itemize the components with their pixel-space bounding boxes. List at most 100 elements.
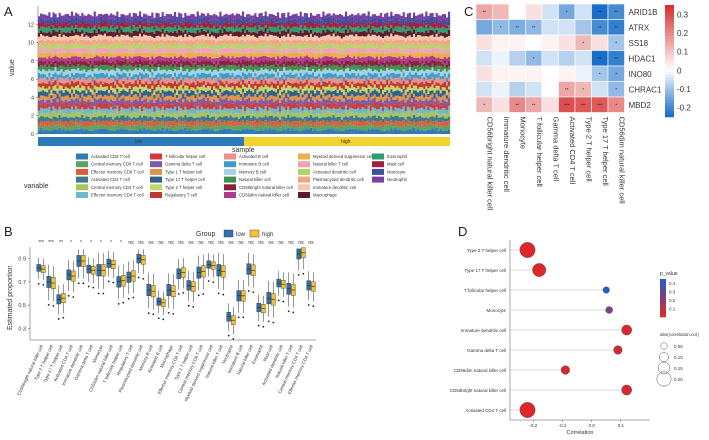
- a-bar-segment: [89, 45, 92, 50]
- a-bar-segment: [254, 113, 257, 118]
- a-bar-segment: [157, 121, 160, 125]
- a-bar-segment: [279, 66, 282, 72]
- a-bar-segment: [241, 28, 245, 35]
- a-bar-segment: [336, 105, 339, 110]
- a-bar-segment: [342, 94, 346, 99]
- a-bar-segment: [108, 40, 111, 46]
- a-bar-segment: [394, 34, 397, 41]
- a-bar-segment: [169, 77, 173, 83]
- a-bar-segment: [200, 29, 203, 35]
- a-bar-segment: [161, 109, 164, 115]
- a-bar-segment: [190, 95, 193, 100]
- a-bar-segment: [217, 98, 220, 102]
- a-bar-segment: [237, 77, 241, 82]
- a-bar-segment: [176, 89, 179, 95]
- a-bar-segment: [367, 120, 370, 124]
- a-bar-segment: [305, 46, 309, 53]
- a-bar-segment: [194, 71, 197, 78]
- a-bar-segment: [398, 101, 401, 105]
- a-bar-segment: [256, 113, 259, 119]
- a-bar-segment: [101, 65, 105, 70]
- a-bar-segment: [89, 88, 92, 93]
- a-bar-segment: [365, 70, 368, 76]
- a-bar-segment: [217, 16, 220, 21]
- a-bar-segment: [151, 99, 154, 103]
- a-bar-segment: [79, 84, 82, 89]
- a-bar-segment: [402, 120, 405, 126]
- a-bar-segment: [87, 82, 90, 87]
- a-bar-segment: [377, 27, 381, 33]
- a-bar-segment: [330, 124, 333, 130]
- a-bar-segment: [110, 18, 113, 22]
- a-bar-segment: [307, 48, 311, 54]
- a-bar-segment: [50, 122, 53, 128]
- a-bar-segment: [328, 16, 331, 22]
- a-bar-segment: [340, 101, 344, 107]
- a-bar-segment: [126, 21, 129, 28]
- a-bar-segment: [50, 95, 53, 99]
- a-bar-segment: [124, 117, 127, 122]
- a-bar-segment: [260, 30, 263, 36]
- a-bar-segment: [200, 78, 203, 83]
- a-bar-segment: [388, 113, 391, 118]
- a-bar-segment: [279, 98, 282, 103]
- a-bar-segment: [283, 84, 286, 91]
- a-bar-segment: [320, 20, 323, 26]
- a-bar-segment: [103, 108, 107, 112]
- a-bar-segment: [136, 84, 140, 88]
- a-bar-segment: [52, 106, 55, 112]
- a-bar-segment: [171, 96, 175, 101]
- a-bar-segment: [60, 20, 63, 24]
- a-bar-segment: [371, 87, 374, 91]
- a-bar-segment: [342, 24, 346, 29]
- a-bar-segment: [163, 100, 166, 105]
- a-bar-segment: [126, 126, 129, 130]
- a-bar-segment: [60, 117, 63, 122]
- a-bar-segment: [66, 69, 70, 75]
- a-bar-segment: [83, 127, 86, 131]
- a-bar-segment: [186, 33, 189, 37]
- a-bar-segment: [246, 60, 249, 67]
- a-bar-segment: [169, 32, 173, 37]
- a-bar-segment: [184, 65, 187, 71]
- a-bar-segment: [184, 85, 187, 91]
- a-bar-segment: [365, 67, 368, 71]
- a-bar-segment: [351, 115, 354, 122]
- a-bar-segment: [351, 102, 354, 109]
- a-bar-segment: [359, 117, 362, 123]
- a-bar-segment: [332, 86, 335, 91]
- a-bar-segment: [99, 40, 103, 45]
- a-bar-segment: [400, 27, 403, 33]
- a-bar-segment: [266, 56, 269, 62]
- a-bar-segment: [233, 62, 236, 66]
- a-bar-segment: [211, 96, 214, 102]
- a-bar-segment: [219, 25, 222, 30]
- a-bar-segment: [165, 39, 168, 44]
- a-bar-segment: [120, 103, 123, 107]
- a-bar-segment: [328, 111, 331, 117]
- a-bar-segment: [248, 31, 251, 35]
- a-bar-segment: [318, 90, 321, 95]
- a-bar-segment: [73, 44, 76, 49]
- a-bar-segment: [248, 72, 251, 78]
- a-bar-segment: [167, 18, 170, 22]
- a-bar-segment: [169, 43, 173, 48]
- a-bar-segment: [324, 32, 327, 36]
- a-bar-segment: [276, 125, 280, 131]
- a-bar-segment: [108, 109, 111, 114]
- a-bar-segment: [116, 53, 119, 57]
- a-bar-segment: [118, 79, 121, 84]
- a-bar-segment: [309, 39, 313, 45]
- a-bar-segment: [141, 29, 144, 33]
- a-bar-segment: [75, 116, 78, 120]
- a-bar-segment: [289, 15, 292, 20]
- a-bar-segment: [159, 48, 162, 53]
- a-bar-segment: [266, 45, 269, 50]
- a-bar-segment: [301, 63, 304, 67]
- a-bar-segment: [262, 117, 265, 122]
- a-bar-segment: [97, 14, 100, 18]
- a-bar-segment: [165, 30, 168, 35]
- a-bar-segment: [316, 32, 319, 37]
- a-bar-segment: [324, 18, 327, 24]
- a-bar-segment: [237, 60, 241, 65]
